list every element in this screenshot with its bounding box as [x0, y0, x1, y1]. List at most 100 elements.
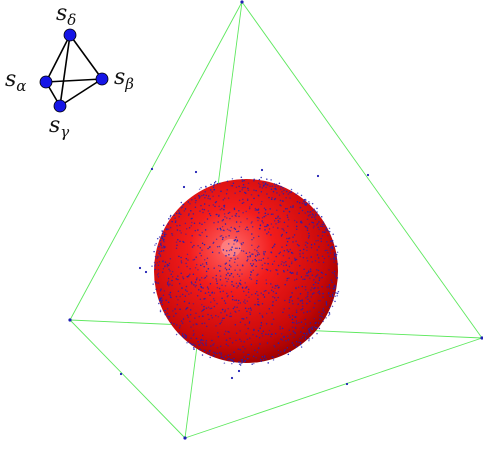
scatter-point	[308, 232, 310, 235]
scatter-point	[238, 185, 240, 188]
scatter-point	[205, 262, 208, 264]
scatter-point	[283, 350, 286, 352]
scatter-point	[261, 303, 264, 305]
scatter-point	[195, 323, 197, 325]
scatter-point	[275, 223, 277, 225]
scatter-point	[288, 299, 291, 301]
scatter-point	[282, 193, 285, 195]
scatter-point	[319, 318, 321, 320]
scatter-point	[181, 287, 183, 289]
scatter-point	[270, 251, 272, 253]
scatter-point	[319, 300, 321, 302]
scatter-point	[239, 269, 241, 271]
scatter-point	[318, 279, 321, 281]
scatter-point	[286, 269, 289, 271]
scatter-point	[248, 322, 251, 324]
scatter-point	[261, 220, 263, 222]
scatter-point	[304, 278, 306, 280]
scatter-point	[154, 265, 156, 267]
scatter-point	[191, 234, 193, 237]
scatter-point	[325, 229, 327, 232]
scatter-point	[203, 322, 206, 325]
scatter-point	[237, 285, 239, 287]
scatter-point	[206, 257, 209, 260]
scatter-point	[301, 307, 304, 310]
scatter-point	[275, 217, 277, 220]
scatter-point	[312, 283, 315, 286]
scatter-point	[246, 198, 249, 200]
scatter-point	[203, 305, 205, 308]
scatter-point	[259, 358, 262, 361]
scatter-point	[321, 255, 324, 257]
scatter-point	[215, 314, 217, 317]
scatter-point	[236, 264, 239, 266]
scatter-point	[224, 223, 227, 225]
scatter-point	[262, 330, 265, 332]
scatter-point	[263, 254, 265, 256]
scatter-point	[267, 184, 269, 186]
scatter-point	[304, 225, 307, 228]
scatter-point	[251, 244, 253, 246]
scatter-point	[208, 204, 210, 207]
scatter-point	[302, 248, 305, 251]
scatter-point	[167, 277, 170, 280]
scatter-point	[243, 179, 245, 182]
scatter-point	[260, 203, 262, 205]
scatter-point	[295, 311, 298, 313]
scatter-point	[210, 345, 212, 347]
scatter-point	[203, 258, 206, 261]
scatter-point	[237, 302, 239, 305]
scatter-point	[191, 199, 193, 201]
scatter-point	[223, 362, 226, 364]
scatter-point	[335, 277, 338, 279]
scatter-point	[308, 202, 311, 205]
scatter-point	[178, 327, 181, 329]
scatter-point	[298, 201, 301, 204]
scatter-point	[306, 302, 308, 305]
scatter-point	[190, 337, 192, 339]
scatter-point	[230, 185, 232, 187]
scatter-point	[319, 277, 321, 280]
scatter-point	[260, 322, 263, 324]
scatter-point	[308, 223, 311, 225]
scatter-point	[264, 355, 266, 357]
scatter-point	[249, 313, 252, 316]
scatter-point	[233, 351, 235, 353]
scatter-point	[304, 244, 307, 246]
scatter-point	[286, 208, 288, 210]
scatter-point	[248, 353, 250, 356]
scatter-point	[197, 340, 199, 343]
scatter-point	[327, 255, 330, 258]
scatter-point	[227, 243, 230, 245]
scatter-point	[227, 272, 229, 274]
scatter-point	[268, 308, 271, 310]
scatter-point	[171, 232, 173, 235]
scatter-point	[307, 236, 310, 239]
scatter-point	[212, 241, 215, 244]
scatter-point	[213, 351, 215, 354]
scatter-point	[302, 327, 304, 329]
scatter-point	[259, 327, 261, 329]
scatter-point	[318, 290, 320, 293]
scatter-point	[296, 273, 298, 275]
scatter-point	[246, 338, 249, 341]
scatter-point	[272, 290, 275, 293]
scatter-point	[234, 269, 236, 271]
scatter-point	[311, 202, 314, 205]
scatter-point	[265, 282, 268, 285]
scatter-point	[207, 247, 209, 250]
scatter-point	[309, 213, 311, 216]
scatter-point	[263, 290, 266, 293]
scatter-point	[227, 197, 230, 199]
scatter-point	[216, 182, 219, 185]
scatter-point	[262, 184, 265, 187]
tetra-edge	[69, 319, 186, 439]
scatter-point	[190, 326, 192, 328]
scatter-point	[193, 346, 195, 349]
scatter-point	[154, 263, 156, 266]
scatter-point	[246, 226, 248, 229]
scatter-point	[205, 339, 208, 342]
scatter-point	[255, 265, 257, 268]
scatter-point	[313, 216, 316, 218]
scatter-point	[167, 284, 170, 287]
